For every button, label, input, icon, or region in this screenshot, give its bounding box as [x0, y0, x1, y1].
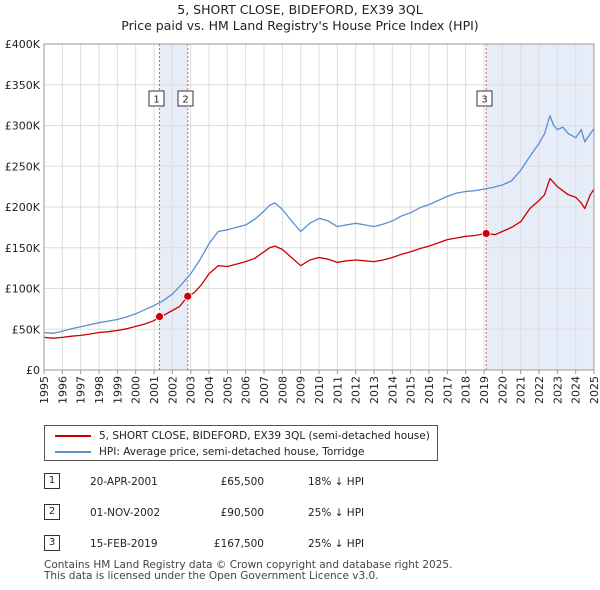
legend-item-property: 5, SHORT CLOSE, BIDEFORD, EX39 3QL (semi…: [55, 428, 430, 444]
transactions-table: 1 20-APR-2001 £65,500 18% ↓ HPI 2 01-NOV…: [44, 472, 384, 565]
x-tick-label: 1997: [75, 376, 88, 404]
transaction-date: 15-FEB-2019: [90, 538, 158, 550]
y-tick-label: £250K: [5, 160, 41, 173]
x-tick-label: 2007: [258, 376, 271, 404]
transaction-badge: 1: [44, 473, 60, 489]
x-tick-label: 2020: [496, 376, 509, 404]
legend-swatch-hpi: [55, 451, 91, 453]
transaction-badge: 2: [44, 504, 60, 520]
transaction-date: 20-APR-2001: [90, 476, 158, 488]
x-tick-label: 1999: [111, 376, 124, 404]
transaction-marker: [155, 312, 164, 322]
x-tick-label: 2001: [148, 376, 161, 404]
transaction-marker: [183, 291, 193, 301]
legend-label-property: 5, SHORT CLOSE, BIDEFORD, EX39 3QL (semi…: [99, 430, 430, 442]
y-tick-label: £0: [26, 364, 40, 377]
transaction-label-box: [177, 90, 194, 107]
transaction-price: £167,500: [213, 538, 264, 550]
y-tick-label: £100K: [5, 283, 41, 296]
transaction-marker: [481, 229, 491, 238]
x-tick-label: 2024: [570, 376, 583, 404]
table-row: 3 15-FEB-2019 £167,500 25% ↓ HPI: [44, 534, 384, 554]
x-tick-label: 1995: [38, 376, 51, 404]
x-tick-label: 2002: [166, 376, 179, 404]
x-tick-label: 2006: [240, 376, 253, 404]
x-tick-label: 2023: [551, 376, 564, 404]
property-series-line: [43, 177, 595, 339]
transaction-hpi: 18% ↓ HPI: [308, 476, 365, 488]
x-tick-label: 2021: [515, 376, 528, 404]
transaction-label-box: [148, 90, 165, 107]
chart-title-line-1: 5, SHORT CLOSE, BIDEFORD, EX39 3QL: [177, 2, 423, 17]
transaction-label: 3: [481, 95, 487, 106]
price-chart: 1 2 3 £0 £50K £100K £150K £200K £250K £300K £350K £…: [5, 38, 600, 404]
x-tick-label: 2010: [313, 376, 326, 404]
y-tick-label: £50K: [12, 323, 41, 336]
x-tick-label: 2004: [203, 376, 216, 404]
footer-line-1: Contains HM Land Registry data © Crown c…: [44, 559, 453, 571]
transaction-date: 01-NOV-2002: [90, 507, 161, 519]
x-tick-label: 2013: [368, 376, 381, 404]
transaction-badge: 3: [44, 535, 60, 551]
x-tick-label: 2019: [478, 376, 491, 404]
legend-swatch-property: [55, 435, 91, 437]
y-tick-label: £350K: [5, 79, 41, 92]
x-tick-label: 2022: [533, 376, 546, 404]
y-tick-label: £200K: [5, 201, 41, 214]
footer-line-2: This data is licensed under the Open Gov…: [44, 570, 379, 582]
x-tick-label: 1998: [93, 376, 106, 404]
x-tick-label: 2005: [221, 376, 234, 404]
x-tick-label: 2009: [295, 376, 308, 404]
transaction-price: £90,500: [220, 507, 264, 519]
transaction-price: £65,500: [220, 476, 264, 488]
x-tick-label: 2018: [460, 376, 473, 404]
transaction-hpi: 25% ↓ HPI: [308, 507, 365, 519]
table-row: 2 01-NOV-2002 £90,500 25% ↓ HPI: [44, 503, 384, 523]
x-tick-label: 2017: [441, 376, 454, 404]
table-row: 1 20-APR-2001 £65,500 18% ↓ HPI: [44, 472, 384, 492]
x-tick-label: 2003: [185, 376, 198, 404]
x-tick-label: 2014: [386, 376, 399, 404]
y-tick-label: £300K: [5, 120, 41, 133]
transaction-label: 1: [153, 95, 159, 106]
x-tick-label: 2016: [423, 376, 436, 404]
y-tick-label: £400K: [5, 38, 41, 51]
transaction-label-box: [476, 90, 493, 107]
x-tick-label: 2011: [331, 376, 344, 404]
legend-item-hpi: HPI: Average price, semi-detached house,…: [55, 444, 364, 460]
x-tick-label: 2000: [130, 376, 143, 404]
x-tick-label: 2012: [350, 376, 363, 404]
x-tick-label: 2015: [405, 376, 418, 404]
transaction-label: 2: [182, 95, 188, 106]
legend: 5, SHORT CLOSE, BIDEFORD, EX39 3QL (semi…: [44, 425, 438, 461]
chart-title-line-2: Price paid vs. HM Land Registry's House …: [121, 18, 479, 33]
x-tick-label: 2008: [276, 376, 289, 404]
y-tick-label: £150K: [5, 242, 41, 255]
x-tick-label: 2025: [588, 376, 600, 404]
transaction-hpi: 25% ↓ HPI: [308, 538, 365, 550]
footer-attribution: Contains HM Land Registry data © Crown c…: [44, 560, 452, 582]
chart-title: 5, SHORT CLOSE, BIDEFORD, EX39 3QL Price…: [0, 2, 600, 34]
legend-label-hpi: HPI: Average price, semi-detached house,…: [99, 446, 365, 458]
hpi-series-line: [43, 115, 595, 334]
x-tick-label: 1996: [56, 376, 69, 404]
